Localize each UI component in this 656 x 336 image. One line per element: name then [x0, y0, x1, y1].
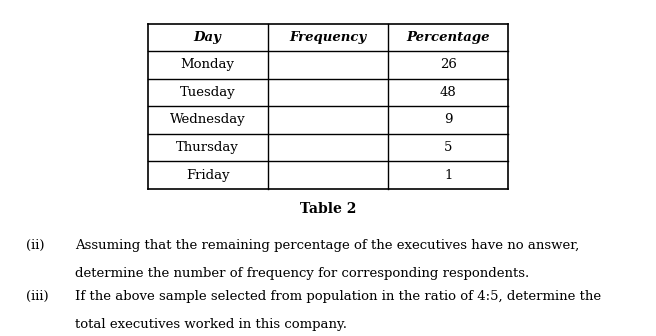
Text: Frequency: Frequency — [289, 31, 367, 44]
Text: Monday: Monday — [180, 58, 235, 71]
Text: Wednesday: Wednesday — [170, 114, 245, 126]
Text: Table 2: Table 2 — [300, 202, 356, 216]
Text: (iii): (iii) — [26, 290, 49, 303]
Text: Thursday: Thursday — [176, 141, 239, 154]
Text: determine the number of frequency for corresponding respondents.: determine the number of frequency for co… — [75, 267, 529, 280]
Text: total executives worked in this company.: total executives worked in this company. — [75, 318, 348, 331]
Text: 48: 48 — [440, 86, 457, 99]
Text: 26: 26 — [440, 58, 457, 71]
Text: If the above sample selected from population in the ratio of 4:5, determine the: If the above sample selected from popula… — [75, 290, 602, 303]
Text: 5: 5 — [444, 141, 453, 154]
Text: Tuesday: Tuesday — [180, 86, 236, 99]
Text: Friday: Friday — [186, 169, 230, 181]
Text: (ii): (ii) — [26, 239, 45, 252]
Text: 1: 1 — [444, 169, 453, 181]
Text: 9: 9 — [444, 114, 453, 126]
Text: Percentage: Percentage — [407, 31, 490, 44]
Text: Day: Day — [194, 31, 222, 44]
Text: Assuming that the remaining percentage of the executives have no answer,: Assuming that the remaining percentage o… — [75, 239, 580, 252]
